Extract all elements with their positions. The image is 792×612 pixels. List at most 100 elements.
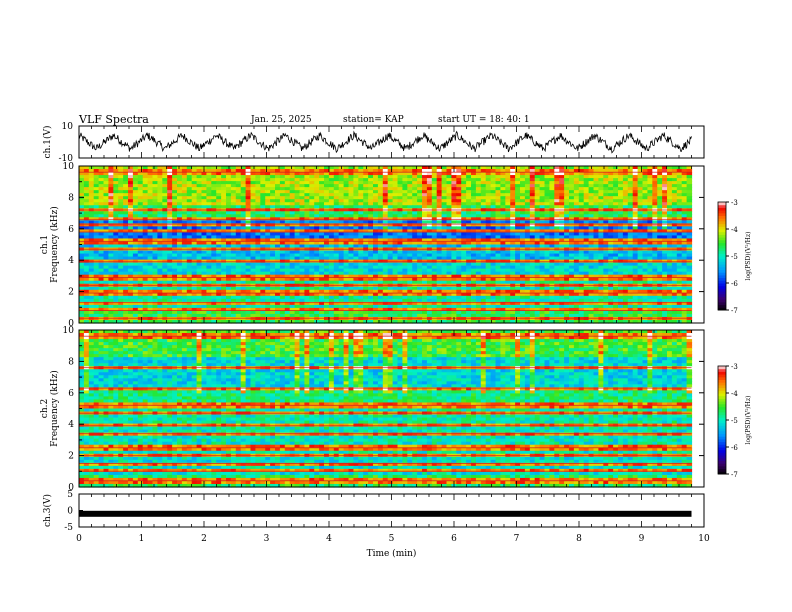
- ch1-spectrogram-colorbar-step: [718, 229, 726, 233]
- ch2-spectrogram-colorbar-tick-label: -3: [731, 363, 738, 371]
- ch2-spectrogram-colorbar-step: [718, 463, 726, 467]
- ch1-spectrogram-ytick-label: 8: [68, 193, 74, 203]
- ch2-spectrogram-colorbar-step: [718, 441, 726, 445]
- ch1-spectrogram-colorbar-step: [718, 212, 726, 216]
- ch2-spectrogram-colorbar-tick-label: -7: [731, 471, 738, 479]
- xtick-label: 3: [264, 534, 270, 544]
- ch1-spectrogram-ytick-label: 4: [68, 256, 74, 266]
- ch1-spectrogram-colorbar-step: [718, 304, 726, 308]
- ch1-spectrogram-colorbar-step: [718, 258, 726, 262]
- ch2-spectrogram-colorbar-step: [718, 371, 726, 375]
- ch2-spectrogram-colorbar-step: [718, 409, 726, 413]
- ch1-spectrogram-colorbar-step: [718, 226, 726, 230]
- ch2-spectrogram-ylabel: Frequency (kHz): [49, 370, 60, 447]
- ch1-spectrogram-colorbar-step: [718, 220, 726, 225]
- xtick-label: 2: [201, 534, 207, 544]
- ch1-spectrogram-colorbar-step: [718, 237, 726, 241]
- ch1-spectrogram-colorbar-step: [718, 242, 726, 246]
- xtick-label: 9: [639, 534, 645, 544]
- ch2-spectrogram-colorbar-step: [718, 428, 726, 432]
- ch2-spectrogram-ytick-label: 6: [68, 389, 74, 399]
- xaxis-label: Time (min): [367, 548, 417, 559]
- ch1-spectrogram-colorbar-step: [718, 301, 726, 306]
- ch1-spectrogram-colorbar-step: [718, 245, 726, 249]
- ch3-ytick-label: 0: [67, 507, 73, 517]
- ch2-spectrogram-colorbar-step: [718, 379, 726, 383]
- ch2-spectrogram-colorbar-step: [718, 411, 726, 416]
- ch1-spectrogram-colorbar-step: [718, 204, 726, 208]
- chart-title: VLF Spectra: [79, 113, 149, 126]
- xtick-label: 10: [698, 534, 710, 544]
- ch2-spectrogram-colorbar-step: [718, 376, 726, 380]
- ch2-spectrogram-colorbar-step: [718, 425, 726, 429]
- xtick-label: 4: [326, 534, 332, 544]
- ch1-spectrogram-colorbar-step: [718, 283, 726, 287]
- ch3-ytick-label: -5: [64, 523, 73, 533]
- xtick-label: 6: [451, 534, 457, 544]
- ch2-spectrogram-colorbar-step: [718, 438, 726, 443]
- ch1-spectrogram-colorbar-step: [718, 274, 726, 279]
- ch2-spectrogram-colorbar-step: [718, 382, 726, 386]
- ch1-spectrogram-colorbar-step: [718, 261, 726, 265]
- ch1-spectrogram-colorbar-step: [718, 207, 726, 211]
- ch2-spectrogram-colorbar-step: [718, 452, 726, 456]
- ch1-spectrogram-colorbar-step: [718, 280, 726, 284]
- ch1-spectrogram-colorbar-step: [718, 288, 726, 292]
- station-label: station= KAP: [343, 115, 404, 125]
- ch1-spectrogram-colorbar-step: [718, 307, 726, 311]
- ch1-spectrogram-colorbar-step: [718, 291, 726, 295]
- ch3-ylabel: ch.3(V): [42, 494, 53, 527]
- ch2-spectrogram-colorbar-step: [718, 471, 726, 475]
- xtick-label: 1: [139, 534, 145, 544]
- ch2-spectrogram-colorbar-step: [718, 401, 726, 405]
- ch2-spectrogram-colorbar-step: [718, 393, 726, 397]
- start-time-label: start UT = 18: 40: 1: [438, 115, 530, 125]
- ch2-spectrogram-ytick-label: 8: [68, 357, 74, 367]
- ch2-spectrogram-colorbar-step: [718, 368, 726, 372]
- ch1-spectrogram-colorbar-step: [718, 299, 726, 303]
- ch1-spectrogram-colorbar-step: [718, 239, 726, 243]
- ch2-spectrogram-colorbar-step: [718, 449, 726, 453]
- ch2-spectrogram-colorbar-step: [718, 390, 726, 394]
- ch1-spectrogram-colorbar-step: [718, 293, 726, 297]
- ch1-ylabel: ch.1(V): [42, 126, 53, 159]
- ch1-spectrogram-colorbar-step: [718, 266, 726, 270]
- ch1-spectrogram-colorbar-step: [718, 256, 726, 260]
- ch1-spectrogram-colorbar-step: [718, 250, 726, 254]
- ch2-spectrogram-colorbar-step: [718, 398, 726, 402]
- ch2-spectrogram-colorbar-step: [718, 444, 726, 448]
- xtick-label: 0: [76, 534, 82, 544]
- ch2-spectrogram-colorbar-step: [718, 417, 726, 421]
- xtick-label: 5: [389, 534, 395, 544]
- ch3-ytick-label: 5: [67, 490, 73, 500]
- ch1-spectrogram-ytick-label: 6: [68, 225, 74, 235]
- ch2-spectrogram-colorbar-step: [718, 414, 726, 418]
- ch1-spectrogram-colorbar-step: [718, 234, 726, 238]
- ch2-spectrogram-colorbar-step: [718, 422, 726, 426]
- ch1-spectrogram-colorbar-step: [718, 210, 726, 214]
- ch2-spectrogram-colorbar-step: [718, 406, 726, 410]
- ch1-spectrogram-colorbar-step: [718, 269, 726, 273]
- ch1-spectrogram-colorbar-step: [718, 253, 726, 257]
- ch2-spectrogram-colorbar-step: [718, 403, 726, 407]
- ch1-spectrogram-colorbar-step: [718, 285, 726, 289]
- ch1-spectrogram-colorbar-step: [718, 264, 726, 268]
- ch1-spectrogram-ytick-label: 10: [63, 162, 75, 172]
- ch2-spectrogram-cells: [79, 330, 693, 488]
- ch2-spectrogram-ytick-label: 0: [68, 483, 74, 493]
- ch1-spectrogram-colorbar-step: [718, 247, 726, 252]
- ch2-spectrogram-ytick-label: 4: [68, 420, 74, 430]
- xtick-label: 7: [514, 534, 520, 544]
- ch1-spectrogram-colorbar-label: log(PSD)(V²/Hz): [745, 232, 752, 281]
- ch1-spectrogram-colorbar-tick-label: -6: [731, 280, 738, 288]
- date-label: Jan. 25, 2025: [251, 115, 312, 125]
- ch1-spectrogram-colorbar-step: [718, 272, 726, 276]
- ch1-spectrogram-colorbar-tick-label: -7: [731, 307, 738, 315]
- ch1-ytick-label: -10: [59, 154, 74, 164]
- ch1-spectrogram-colorbar-step: [718, 277, 726, 281]
- ch2-spectrogram-colorbar-step: [718, 420, 726, 424]
- ch1-spectrogram-ylabel: Frequency (kHz): [49, 206, 60, 283]
- ch1-spectrogram-ytick-label: 2: [68, 288, 74, 298]
- ch2-spectrogram-colorbar-step: [718, 395, 726, 399]
